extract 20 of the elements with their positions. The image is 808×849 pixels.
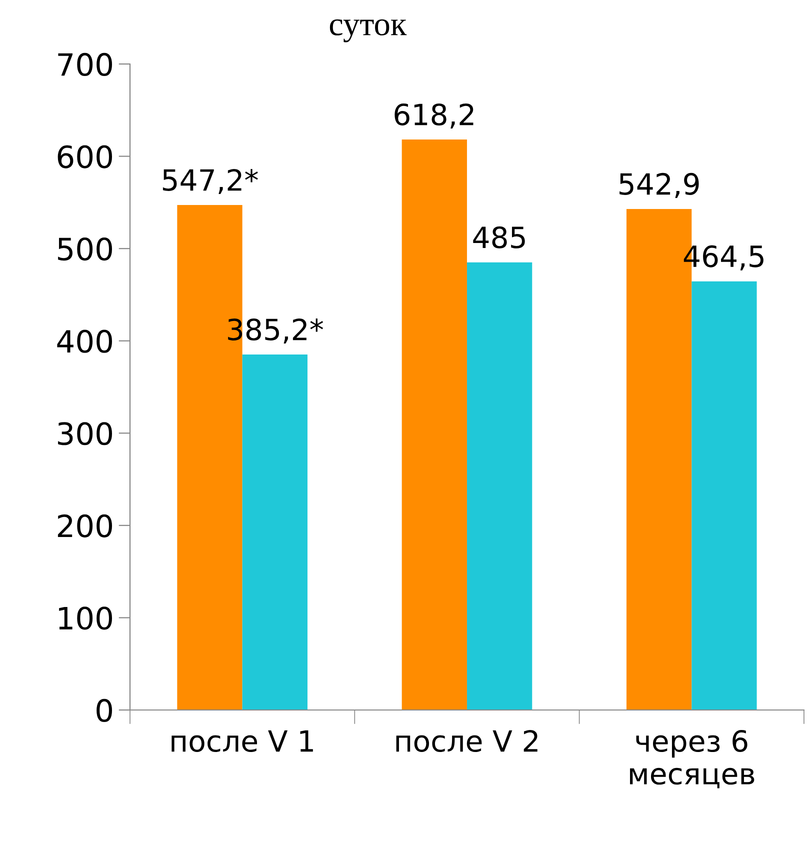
chart-title: суток bbox=[330, 19, 407, 42]
y-tick-label: 700 bbox=[58, 52, 112, 76]
bar bbox=[466, 262, 532, 710]
y-tick-label: 200 bbox=[58, 514, 112, 538]
bar bbox=[692, 281, 757, 710]
data-label: 618,2 bbox=[394, 103, 474, 128]
y-tick-label: 0 bbox=[96, 698, 112, 722]
y-tick-label: 500 bbox=[58, 238, 112, 261]
bar bbox=[402, 139, 467, 710]
x-tick-label: после V 2 bbox=[396, 730, 538, 752]
y-tick-label: 600 bbox=[58, 145, 112, 168]
x-tick-label: после V 1 bbox=[172, 730, 313, 752]
data-label: 485 bbox=[473, 226, 525, 248]
y-tick-label: 300 bbox=[58, 422, 112, 446]
bar bbox=[242, 354, 308, 710]
y-tick-label: 100 bbox=[59, 606, 112, 630]
x-tick-label: через 6 месяцев bbox=[630, 730, 754, 788]
data-label: 547,2* bbox=[162, 168, 258, 194]
data-label: 542,9 bbox=[620, 172, 699, 198]
y-tick-label: 400 bbox=[57, 330, 112, 353]
